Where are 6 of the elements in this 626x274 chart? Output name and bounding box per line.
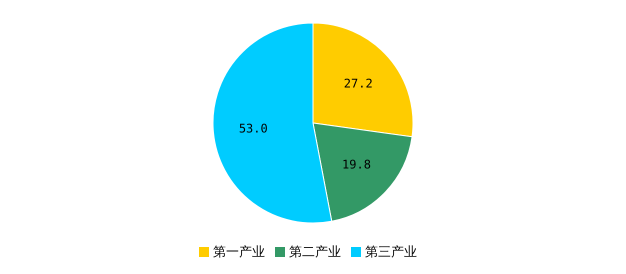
data-label: 53.0 [238,122,268,136]
data-label: 27.2 [344,76,373,91]
data-label: 19.8 [342,157,371,172]
legend-label: 第一产业 [213,245,265,260]
legend-label: 第二产业 [289,245,341,260]
legend-label: 第三产业 [365,245,417,260]
